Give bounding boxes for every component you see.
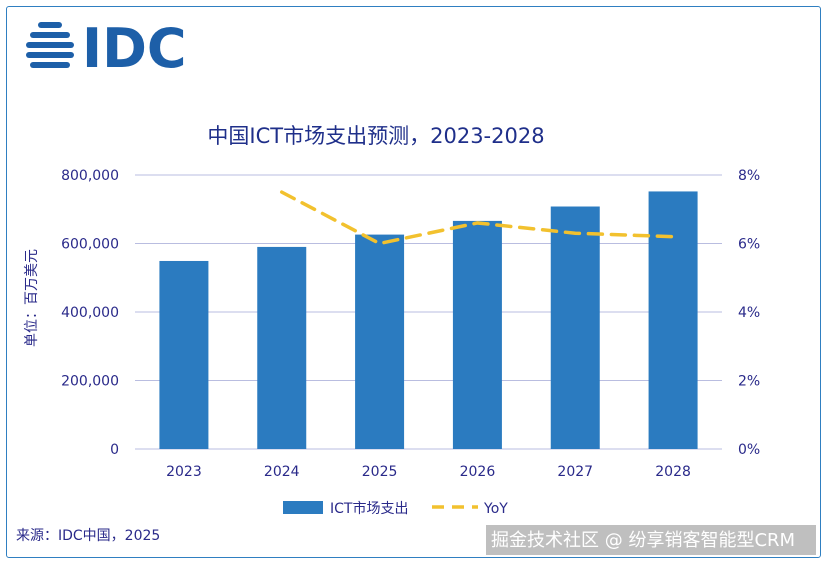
grid-lines	[135, 174, 722, 450]
y2-tick-label: 6%	[738, 237, 760, 253]
y2-tick-label: 0%	[738, 442, 760, 458]
y-axis-label: 单位：百万美元	[24, 249, 40, 347]
y2-tick-label: 8%	[738, 168, 760, 184]
y2-tick-label: 4%	[738, 305, 760, 321]
y-axis-left: 0 200,000 400,000 600,000 800,000	[61, 168, 119, 458]
bar-2026	[452, 220, 502, 449]
watermark: 掘金技术社区 @ 纷享销客智能型CRM	[486, 525, 816, 555]
y-tick-label: 400,000	[61, 305, 119, 321]
bar-2028	[648, 191, 698, 449]
y2-tick-label: 2%	[738, 374, 760, 390]
x-tick-label: 2027	[557, 464, 593, 480]
legend-label-yoy: YoY	[483, 501, 508, 517]
logo-text: IDC	[82, 17, 187, 80]
watermark-text: 掘金技术社区 @ 纷享销客智能型CRM	[491, 530, 795, 551]
x-axis: 2023 2024 2025 2026 2027 2028	[166, 464, 691, 480]
legend: ICT市场支出 YoY	[283, 500, 508, 517]
chart-title: 中国ICT市场支出预测，2023-2028	[207, 124, 544, 148]
globe-icon	[26, 22, 74, 68]
x-tick-label: 2026	[460, 464, 496, 480]
source-note: 来源：IDC中国，2025	[16, 528, 160, 544]
bar-2025	[355, 234, 405, 449]
idc-logo: IDC	[26, 17, 187, 80]
x-tick-label: 2023	[166, 464, 202, 480]
y-tick-label: 600,000	[61, 237, 119, 253]
legend-swatch-bar	[283, 501, 323, 514]
x-tick-label: 2024	[264, 464, 300, 480]
yoy-line	[280, 190, 675, 246]
bar-2024	[257, 246, 307, 449]
x-tick-label: 2028	[655, 464, 691, 480]
y-tick-label: 200,000	[61, 374, 119, 390]
y-axis-right: 0% 2% 4% 6% 8%	[738, 168, 760, 458]
x-tick-label: 2025	[362, 464, 398, 480]
legend-label-spending: ICT市场支出	[330, 500, 408, 517]
bar-series	[159, 191, 698, 449]
bar-2023	[159, 260, 209, 449]
bar-2027	[550, 206, 600, 449]
y-tick-label: 0	[110, 442, 119, 458]
y-tick-label: 800,000	[61, 168, 119, 184]
